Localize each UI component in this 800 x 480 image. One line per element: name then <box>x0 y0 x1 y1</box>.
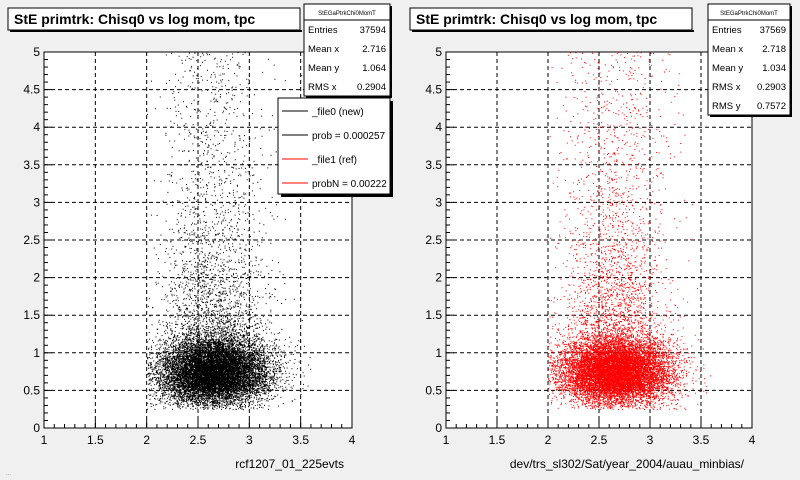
left-plot-title: StE primtrk: Chisq0 vs log mom, tpc <box>14 11 255 27</box>
stats-label: RMS x <box>308 82 337 93</box>
stats-title: StEGaPtrkChi0MomT <box>720 11 778 17</box>
left-plot-legend: _file0 (new) prob = 0.000257 _file1 (ref) p… <box>277 97 393 197</box>
stats-value: 1.034 <box>762 63 786 74</box>
x-tick-label: 2 <box>545 433 552 447</box>
y-tick-label: 1 <box>435 346 442 360</box>
left-plot-pad: 1 1.5 2 2.5 3 3.5 4 0 0.5 1 1.5 2 2.5 3 3.5 4 4.5 5 StE p… <box>7 3 393 471</box>
y-tick-label: 0 <box>33 421 40 435</box>
left-plot-axes: 1 1.5 2 2.5 3 3.5 4 0 0.5 1 1.5 2 2.5 3 3.5 4 4.5 5 <box>23 45 355 447</box>
legend-entry: _file1 (ref) <box>311 155 357 166</box>
y-tick-label: 2 <box>33 271 40 285</box>
x-tick-label: 3 <box>246 433 253 447</box>
left-stats-box: StEGaPtrkChi0MomT Entries 37594 Mean x 2.716… <box>303 3 392 98</box>
stats-title: StEGaPtrkChi0MomT <box>318 11 376 17</box>
stats-label: RMS x <box>712 82 741 93</box>
y-tick-label: 4 <box>33 120 40 134</box>
left-plot-title-box: StE primtrk: Chisq0 vs log mom, tpc <box>7 7 302 32</box>
right-scatter-points <box>548 52 712 411</box>
stats-value: 37594 <box>360 25 386 36</box>
y-tick-label: 2.5 <box>23 233 40 247</box>
stats-value: 0.2904 <box>357 82 386 93</box>
scatter-point <box>548 52 712 411</box>
y-tick-label: 0.5 <box>23 383 40 397</box>
stats-label: Mean x <box>308 44 339 55</box>
y-tick-label: 0.5 <box>425 383 442 397</box>
legend-entry: probN = 0.00222 <box>312 179 387 190</box>
y-tick-label: 3.5 <box>23 158 40 172</box>
right-plot-x-label: dev/trs_sl302/Sat/year_2004/auau_minbias… <box>510 457 745 471</box>
right-plot-title-box: StE primtrk: Chisq0 vs log mom, tpc <box>409 7 694 32</box>
left-plot-x-label: rcf1207_01_225evts <box>235 457 344 471</box>
y-tick-label: 5 <box>33 45 40 59</box>
x-tick-label: 3.5 <box>693 433 710 447</box>
stats-value: 2.716 <box>362 44 386 55</box>
scatter-point <box>146 52 312 411</box>
y-tick-label: 1.5 <box>23 308 40 322</box>
x-tick-label: 3 <box>647 433 654 447</box>
y-tick-label: 2.5 <box>425 233 442 247</box>
y-tick-label: 3 <box>33 195 40 209</box>
x-tick-label: 4 <box>749 433 756 447</box>
y-tick-label: 5 <box>435 45 442 59</box>
x-tick-label: 4 <box>349 433 356 447</box>
stats-label: Mean y <box>308 63 339 74</box>
x-tick-label: 1 <box>443 433 450 447</box>
right-plot-pad: 1 1.5 2 2.5 3 3.5 4 0 0.5 1 1.5 2 2.5 3 3.5 4 4.5 5 StE p… <box>409 3 792 471</box>
x-tick-label: 1.5 <box>87 433 104 447</box>
stats-value: 37569 <box>760 25 786 36</box>
y-tick-label: 4.5 <box>425 83 442 97</box>
stats-label: Mean x <box>712 44 743 55</box>
left-scatter-points <box>146 52 312 411</box>
stats-label: Entries <box>712 25 742 36</box>
x-tick-label: 2.5 <box>591 433 608 447</box>
y-tick-label: 1 <box>33 346 40 360</box>
stats-value: 1.064 <box>362 63 386 74</box>
y-tick-label: 3 <box>435 195 442 209</box>
stats-value: 0.2903 <box>757 82 786 93</box>
stats-label: RMS y <box>712 101 741 112</box>
y-tick-label: 4.5 <box>23 83 40 97</box>
legend-entry: _file0 (new) <box>311 107 364 118</box>
legend-entry: prob = 0.000257 <box>312 131 386 142</box>
y-tick-label: 3.5 <box>425 158 442 172</box>
x-tick-label: 1 <box>41 433 48 447</box>
stats-label: Entries <box>308 25 338 36</box>
right-plot-axes: 1 1.5 2 2.5 3 3.5 4 0 0.5 1 1.5 2 2.5 3 3.5 4 4.5 5 <box>425 45 755 447</box>
x-tick-label: 2.5 <box>190 433 207 447</box>
y-tick-label: 0 <box>435 421 442 435</box>
right-stats-box: StEGaPtrkChi0MomT Entries 37569 Mean x 2.718… <box>707 3 792 117</box>
right-plot-title: StE primtrk: Chisq0 vs log mom, tpc <box>416 11 657 27</box>
x-tick-label: 2 <box>143 433 150 447</box>
y-tick-label: 4 <box>435 120 442 134</box>
footer-text: ... <box>6 471 11 477</box>
stats-label: Mean y <box>712 63 743 74</box>
x-tick-label: 1.5 <box>489 433 506 447</box>
y-tick-label: 2 <box>435 271 442 285</box>
stats-value: 2.718 <box>762 44 786 55</box>
x-tick-label: 3.5 <box>292 433 309 447</box>
stats-value: 0.7572 <box>757 101 786 112</box>
y-tick-label: 1.5 <box>425 308 442 322</box>
right-plot-grid <box>446 52 752 428</box>
